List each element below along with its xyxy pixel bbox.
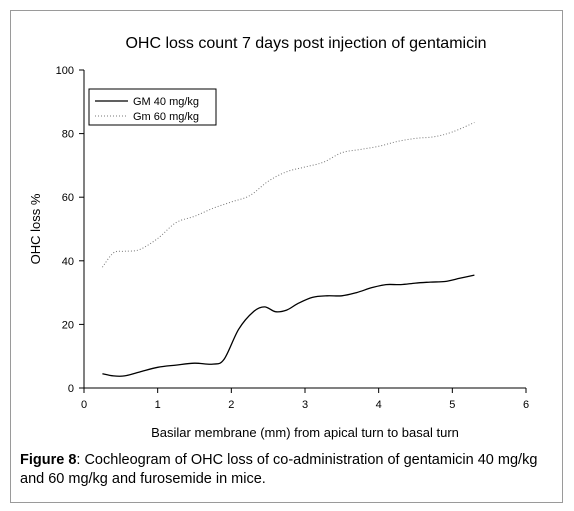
x-tick-label: 0 [81,399,87,411]
y-axis-label: OHC loss % [28,193,43,264]
y-tick-label: 40 [62,256,74,268]
y-tick-label: 20 [62,319,74,331]
caption-label: Figure 8 [20,452,77,468]
legend-box [88,88,217,126]
y-tick-label: 0 [68,383,74,395]
legend-label-gm40: GM 40 mg/kg [133,96,199,108]
figure-caption: Figure 8: Cochleogram of OHC loss of co-… [20,451,560,489]
x-tick-label: 4 [376,399,382,411]
chart-title: OHC loss count 7 days post injection of … [125,35,486,52]
x-tick-label: 6 [523,399,529,411]
x-tick-label: 1 [155,399,161,411]
series-layer [102,122,475,377]
caption-text: : Cochleogram of OHC loss of co-administ… [20,452,538,487]
legend: GM 40 mg/kg Gm 60 mg/kg [88,88,217,126]
x-tick-label: 5 [449,399,455,411]
legend-label-gm60: Gm 60 mg/kg [133,111,199,123]
x-tick-label: 3 [302,399,308,411]
y-tick-label: 60 [62,192,74,204]
series-line-gm60 [102,122,475,268]
chart: OHC loss count 7 days post injection of … [28,35,529,440]
y-tick-label: 100 [56,65,74,77]
x-axis-label: Basilar membrane (mm) from apical turn t… [151,425,459,440]
x-tick-label: 2 [228,399,234,411]
y-tick-label: 80 [62,129,74,141]
series-line-gm40 [102,274,475,377]
